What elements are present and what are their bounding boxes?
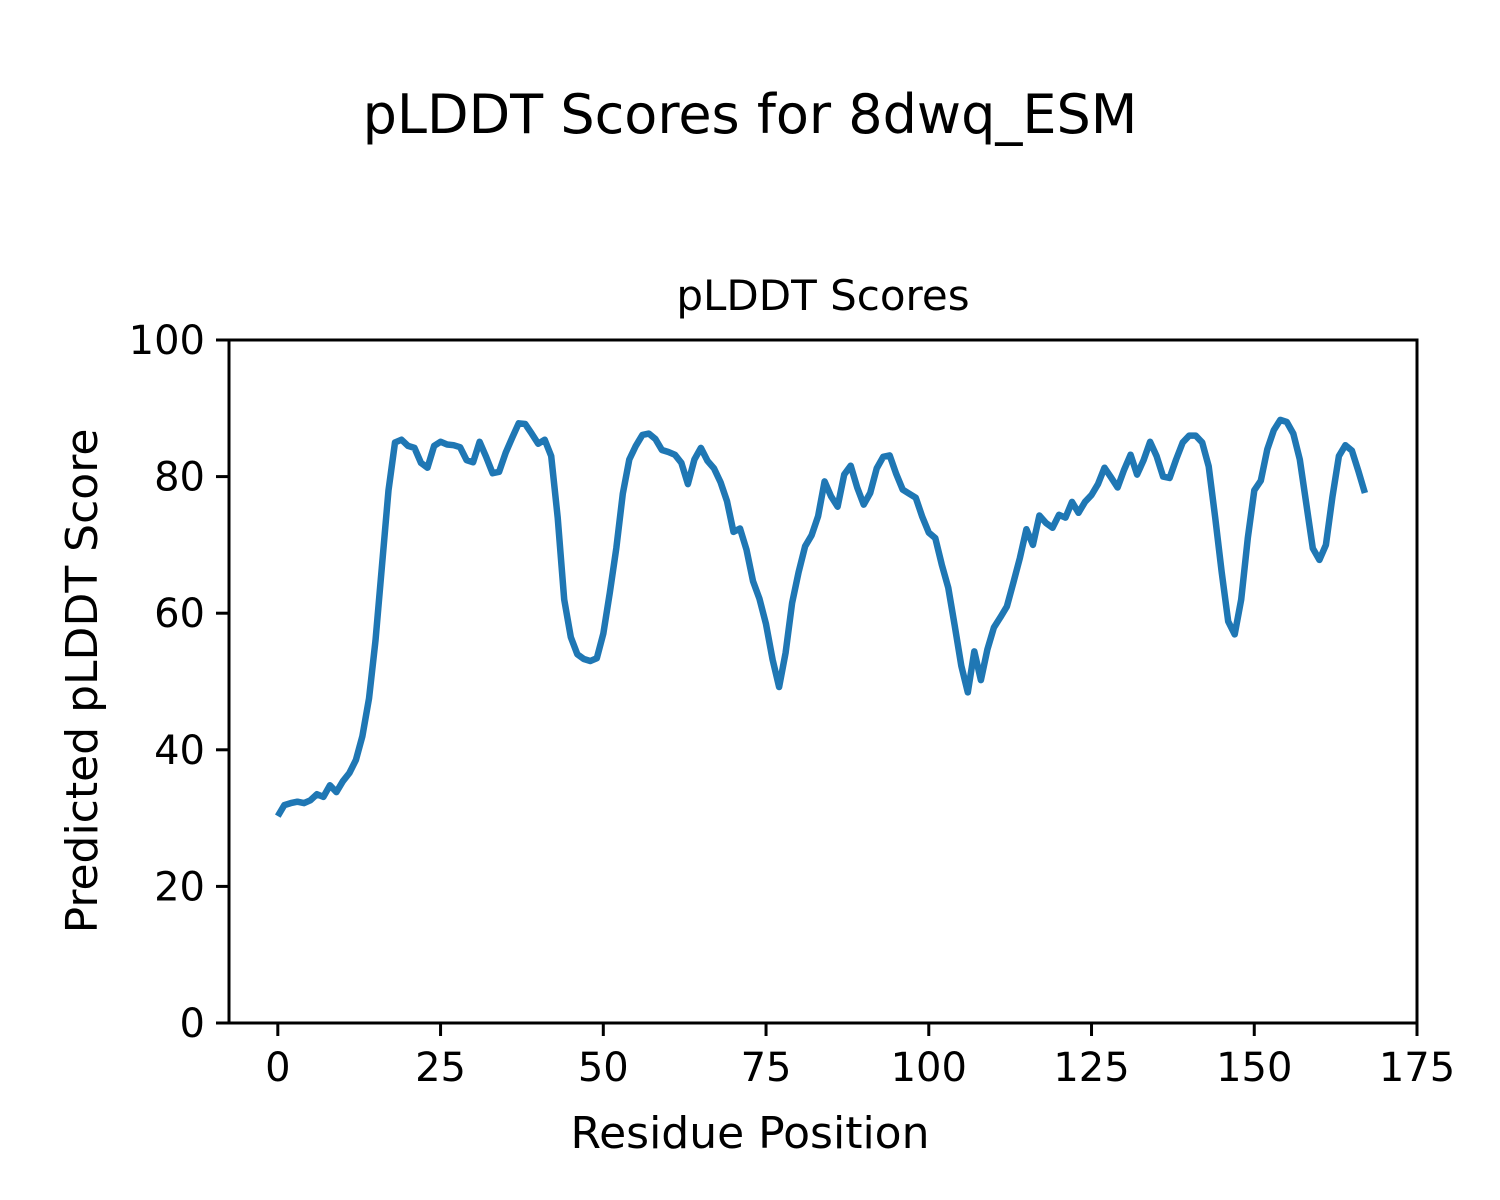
x-axis-label: Residue Position: [570, 1108, 929, 1159]
plot-area: [227, 338, 1419, 1025]
x-tick-label: 150: [1216, 1045, 1292, 1091]
y-tick-label: 80: [154, 455, 205, 501]
x-tick-label: 100: [891, 1045, 967, 1091]
x-tick-label: 175: [1379, 1045, 1455, 1091]
x-tick-label: 125: [1053, 1045, 1129, 1091]
y-axis-label: Predicted pLDDT Score: [57, 429, 108, 934]
x-tick-label: 0: [265, 1045, 290, 1091]
y-tick-label: 20: [154, 864, 205, 910]
x-tick-label: 50: [578, 1045, 629, 1091]
ticks-layer: 0 25 50 75 100 125 150 175 0 20 40 60 80 100: [129, 318, 1456, 1091]
plddt-line: [275, 416, 1369, 818]
y-tick-label: 100: [129, 318, 205, 364]
axes-title: pLDDT Scores: [676, 271, 969, 320]
x-tick-label: 25: [415, 1045, 466, 1091]
y-tick-label: 60: [154, 591, 205, 637]
y-tick-label: 40: [154, 728, 205, 774]
y-tick-label: 0: [180, 1001, 205, 1047]
figure-title: pLDDT Scores for 8dwq_ESM: [363, 83, 1138, 146]
x-tick-label: 75: [741, 1045, 792, 1091]
